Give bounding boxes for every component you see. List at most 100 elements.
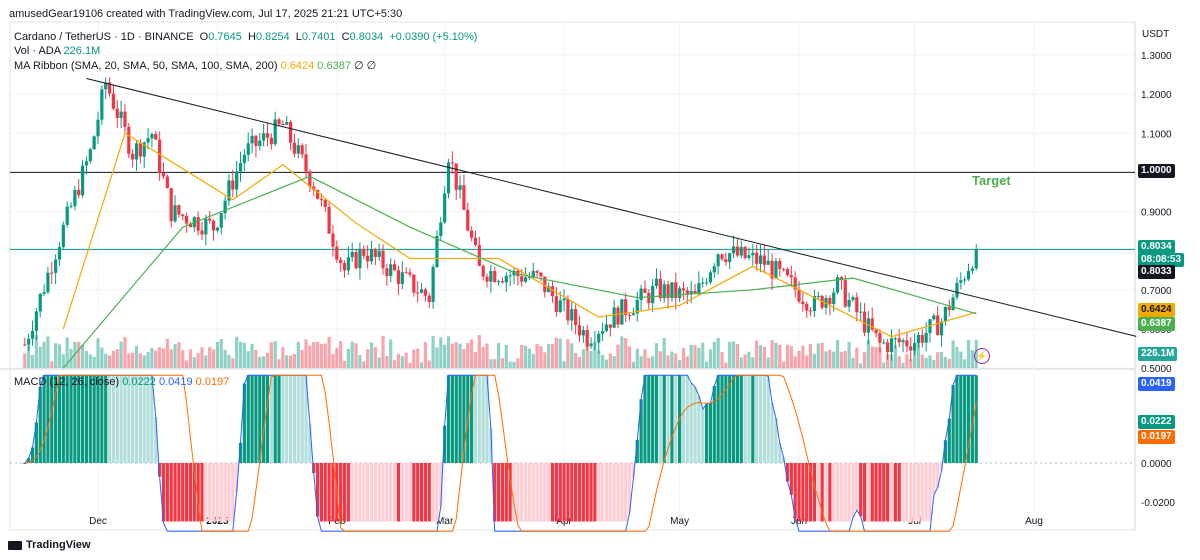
candle-body xyxy=(839,277,844,281)
macd-histogram-bar xyxy=(65,375,69,463)
symbol-name[interactable]: Cardano / TetherUS · 1D · BINANCE xyxy=(14,31,194,43)
candle-body xyxy=(377,250,381,257)
volume-bar xyxy=(535,343,539,368)
macd-histogram-bar xyxy=(874,463,878,522)
candle-body xyxy=(489,270,493,282)
macd-histogram-bar xyxy=(805,463,809,522)
macd-histogram-bar xyxy=(404,463,408,522)
macd-histogram-bar xyxy=(181,463,185,522)
candle-body xyxy=(643,288,647,293)
macd-histogram-bar xyxy=(731,375,736,463)
volume-bar xyxy=(92,356,96,368)
volume-bar xyxy=(859,363,863,368)
volume-bar xyxy=(119,341,123,368)
volume-bar xyxy=(504,344,508,368)
macd-histogram-bar xyxy=(134,375,139,463)
candle-body xyxy=(539,272,543,277)
volume-bar xyxy=(161,348,166,368)
macd-histogram-bar xyxy=(970,375,974,463)
candle-body xyxy=(269,137,273,145)
volume-bar xyxy=(308,345,312,368)
volume-bar xyxy=(585,345,589,368)
macd-histogram-bar xyxy=(92,375,96,463)
symbol-legend[interactable]: Cardano / TetherUS · 1D · BINANCE O0.764… xyxy=(14,31,477,43)
volume-bar xyxy=(350,341,354,368)
volume-bar xyxy=(134,345,139,368)
macd-histogram-bar xyxy=(612,463,616,522)
macd-histogram-bar xyxy=(523,463,528,522)
macd-histogram-bar xyxy=(208,463,212,522)
volume-bar xyxy=(34,334,38,368)
volume-bar xyxy=(339,340,343,368)
candle-body xyxy=(932,315,936,320)
candle-body xyxy=(893,338,897,340)
volume-bar xyxy=(77,341,81,368)
candle-body xyxy=(855,297,859,313)
macd-histogram-bar xyxy=(481,375,485,463)
macd-histogram-bar xyxy=(319,463,324,522)
macd-histogram-bar xyxy=(362,463,366,522)
candle-body xyxy=(951,297,955,311)
candle-body xyxy=(470,230,474,238)
candle-body xyxy=(920,334,924,343)
volume-bar xyxy=(743,354,747,368)
volume-bar xyxy=(685,356,689,368)
macd-histogram-bar xyxy=(477,375,481,463)
candle-body xyxy=(512,270,516,276)
macd-histogram-bar xyxy=(955,375,959,463)
candle-body xyxy=(250,135,254,144)
volume-legend[interactable]: Vol · ADA 226.1M xyxy=(14,45,100,57)
candle-body xyxy=(689,290,693,295)
volume-bar xyxy=(265,352,270,368)
candle-body xyxy=(570,309,574,321)
macd-histogram-bar xyxy=(547,463,551,522)
volume-bar xyxy=(512,361,516,368)
candle-body xyxy=(774,260,778,279)
macd-histogram-bar xyxy=(423,463,428,522)
macd-histogram-bar xyxy=(658,375,662,463)
macd-histogram-bar xyxy=(843,463,847,522)
volume-bar xyxy=(866,340,870,368)
macd-histogram-bar xyxy=(27,458,31,463)
candle-body xyxy=(808,310,813,312)
volume-bar xyxy=(312,342,316,368)
macd-histogram-bar xyxy=(392,463,397,522)
macd-histogram-bar xyxy=(647,375,651,463)
macd-histogram-bar xyxy=(315,463,320,517)
candle-body xyxy=(57,247,62,260)
macd-histogram-bar xyxy=(192,463,196,522)
volume-bar xyxy=(496,343,501,368)
volume-bar xyxy=(947,358,951,368)
macd-histogram-bar xyxy=(577,463,582,522)
volume-bar xyxy=(778,344,782,368)
candle-body xyxy=(319,198,324,200)
macd-histogram-bar xyxy=(728,375,732,463)
volume-bar xyxy=(443,344,447,368)
macd-histogram-bar xyxy=(755,375,759,463)
macd-histogram-bar xyxy=(851,463,855,518)
candle-body xyxy=(812,295,817,312)
macd-histogram-bar xyxy=(235,463,239,492)
macd-histogram-bar xyxy=(739,375,743,463)
volume-bar xyxy=(111,350,116,368)
volume-bar xyxy=(96,338,100,368)
flash-icon[interactable]: ⚡ xyxy=(974,348,990,364)
candle-body xyxy=(766,260,770,265)
volume-bar xyxy=(589,350,593,368)
candle-body xyxy=(909,346,913,351)
target-annotation[interactable]: Target xyxy=(972,173,1011,188)
macd-histogram-bar xyxy=(616,463,620,522)
macd-histogram-bar xyxy=(165,463,169,522)
ma-ribbon-legend[interactable]: MA Ribbon (SMA, 20, SMA, 50, SMA, 100, S… xyxy=(14,59,376,72)
candle-body xyxy=(27,338,31,345)
volume-bar xyxy=(832,351,836,368)
currency-label[interactable]: USDT xyxy=(1142,29,1170,40)
macd-hist-legend-value: 0.0222 xyxy=(122,376,156,388)
volume-bar xyxy=(277,359,281,368)
ma50-badge: 0.6387 xyxy=(1138,317,1175,331)
macd-histogram-bar xyxy=(905,463,909,522)
macd-legend[interactable]: MACD (12, 26, close) 0.0222 0.0419 0.019… xyxy=(14,376,229,388)
macd-histogram-bar xyxy=(377,463,381,522)
candle-body xyxy=(589,343,593,347)
